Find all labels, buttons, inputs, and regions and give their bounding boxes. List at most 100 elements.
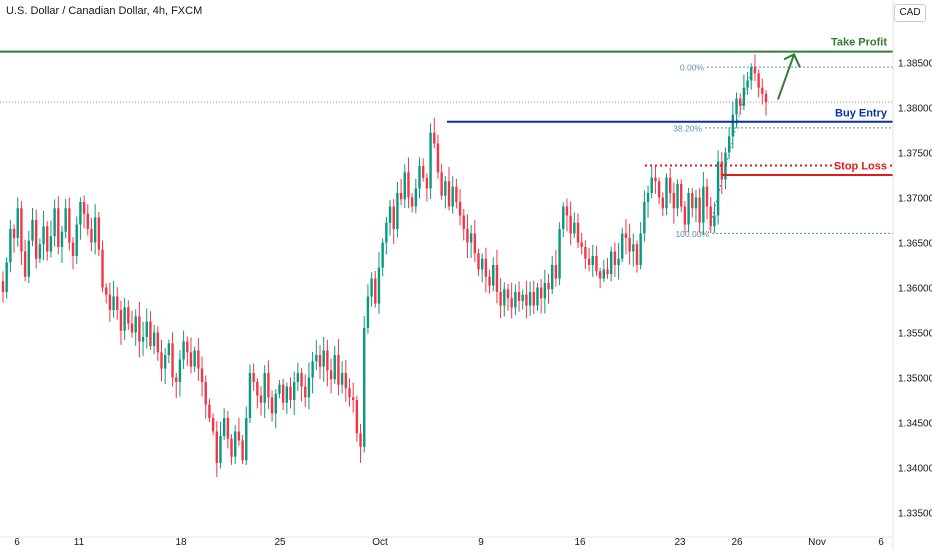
- candle: [42, 210, 45, 261]
- candle-body: [108, 294, 112, 310]
- candle-body: [447, 181, 451, 207]
- candle-body: [632, 244, 635, 252]
- candle: [351, 382, 355, 413]
- candle-body: [469, 233, 473, 243]
- candle-body: [296, 373, 300, 382]
- candle-body: [351, 397, 355, 400]
- candle-body: [355, 400, 359, 434]
- candle-body: [727, 136, 731, 153]
- candle-body: [521, 294, 524, 301]
- candle-body: [1, 281, 5, 292]
- candle: [539, 279, 543, 314]
- candle-body: [149, 321, 152, 346]
- candle-body: [565, 206, 569, 216]
- candle: [551, 255, 554, 294]
- candle-body: [517, 292, 521, 301]
- candle-body: [182, 341, 185, 360]
- candle: [359, 423, 362, 463]
- candle: [558, 222, 561, 286]
- candle: [112, 280, 115, 318]
- candle: [668, 167, 672, 204]
- candle: [285, 382, 289, 414]
- fib-level-label: 0.00%: [680, 63, 705, 73]
- candle-body: [281, 384, 285, 403]
- candle-body: [746, 80, 749, 88]
- candle-body: [702, 186, 705, 223]
- candle-body: [226, 418, 230, 439]
- currency-button[interactable]: CAD: [894, 4, 926, 22]
- candle-body: [713, 215, 716, 227]
- candle-body: [396, 193, 399, 229]
- candle: [646, 185, 650, 218]
- candle-body: [337, 355, 340, 385]
- candle: [278, 380, 281, 399]
- candle-body: [381, 242, 384, 268]
- candle: [171, 332, 174, 387]
- candle-body: [57, 208, 60, 247]
- candle: [433, 117, 436, 149]
- candle: [329, 358, 333, 394]
- candle: [178, 350, 182, 397]
- candle-body: [34, 220, 38, 259]
- candle: [753, 54, 757, 81]
- candle-body: [506, 289, 510, 299]
- candle-body: [665, 177, 668, 209]
- candle: [727, 127, 731, 159]
- candle: [687, 187, 690, 233]
- candle-body: [422, 166, 425, 178]
- candle: [392, 199, 395, 245]
- candle-body: [171, 343, 174, 378]
- candle-body: [189, 352, 193, 367]
- candle: [595, 246, 598, 277]
- candle: [127, 300, 130, 331]
- candle: [160, 340, 163, 382]
- candle-body: [16, 208, 19, 238]
- candle: [591, 245, 594, 277]
- candle: [731, 101, 735, 149]
- candle-body: [259, 395, 263, 403]
- candle-body: [5, 262, 8, 292]
- candle-body: [683, 206, 687, 225]
- candle: [705, 178, 709, 220]
- candle-body: [407, 172, 410, 198]
- projection-arrow: [777, 54, 795, 100]
- candle-body: [340, 373, 344, 385]
- candle: [469, 225, 473, 259]
- candle: [503, 282, 506, 317]
- candle: [200, 356, 204, 397]
- candle-body: [167, 343, 171, 355]
- candle-body: [274, 393, 277, 414]
- candle: [337, 339, 340, 396]
- candle-body: [363, 328, 366, 447]
- candle: [484, 247, 488, 293]
- candle: [381, 238, 384, 277]
- candle-body: [576, 222, 580, 243]
- candle: [93, 204, 97, 255]
- candle: [488, 269, 491, 294]
- candle-body: [480, 258, 484, 270]
- fib-level-label: 100.00%: [675, 229, 709, 239]
- candle: [344, 359, 347, 402]
- candle: [281, 378, 285, 411]
- candle-body: [97, 217, 101, 250]
- candle-body: [215, 431, 218, 463]
- candle: [462, 209, 465, 241]
- candle: [259, 386, 263, 416]
- candle-body: [377, 267, 381, 304]
- candle: [724, 147, 727, 190]
- candle: [680, 179, 683, 212]
- candle-body: [86, 213, 89, 229]
- candle-body: [628, 238, 631, 252]
- stop-loss-label-bg: [840, 158, 890, 172]
- candle-body: [93, 217, 97, 243]
- candle-body: [569, 215, 572, 234]
- candle-body: [292, 382, 296, 400]
- candle-body: [75, 224, 78, 256]
- candle: [105, 283, 108, 304]
- candle: [477, 248, 480, 276]
- candle-body: [145, 321, 148, 337]
- candle-body: [440, 172, 443, 196]
- candle-body: [720, 161, 723, 180]
- candle: [517, 281, 521, 312]
